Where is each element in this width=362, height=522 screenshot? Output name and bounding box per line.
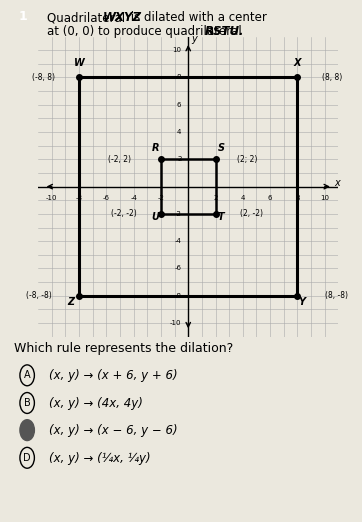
- Text: -10: -10: [46, 195, 58, 201]
- Text: Y: Y: [298, 296, 305, 307]
- Text: 2: 2: [213, 195, 218, 201]
- Text: Which rule represents the dilation?: Which rule represents the dilation?: [14, 342, 234, 355]
- Text: 4: 4: [177, 129, 181, 135]
- Text: D: D: [23, 453, 31, 463]
- Text: -8: -8: [76, 195, 83, 201]
- Text: 4: 4: [241, 195, 245, 201]
- Text: R: R: [152, 143, 159, 152]
- Text: W: W: [74, 58, 84, 68]
- Text: 1: 1: [18, 10, 27, 23]
- Text: 8: 8: [177, 75, 181, 80]
- Text: WXYZ: WXYZ: [103, 11, 142, 25]
- Text: x: x: [334, 177, 340, 187]
- Text: X: X: [294, 58, 301, 68]
- Text: B: B: [24, 398, 30, 408]
- Text: (2, -2): (2, -2): [240, 209, 263, 218]
- Text: 10: 10: [172, 47, 181, 53]
- Text: (8, 8): (8, 8): [322, 73, 342, 82]
- Text: 6: 6: [177, 102, 181, 108]
- Text: (-2, -2): (-2, -2): [111, 209, 136, 218]
- Text: T: T: [218, 212, 224, 222]
- Text: (8, -8): (8, -8): [325, 291, 348, 300]
- Text: (x, y) → (x − 6, y − 6): (x, y) → (x − 6, y − 6): [49, 424, 177, 437]
- Text: Quadrilateral: Quadrilateral: [47, 11, 129, 25]
- Text: -4: -4: [174, 238, 181, 244]
- Text: Z: Z: [67, 296, 75, 307]
- Text: 6: 6: [268, 195, 272, 201]
- Text: 2: 2: [177, 156, 181, 162]
- Text: y: y: [191, 34, 197, 44]
- Text: -6: -6: [174, 266, 181, 271]
- Text: 10: 10: [320, 195, 329, 201]
- Text: A: A: [24, 370, 30, 381]
- Text: -8: -8: [174, 293, 181, 299]
- Text: (-8, 8): (-8, 8): [31, 73, 55, 82]
- Text: (-8, -8): (-8, -8): [26, 291, 52, 300]
- Text: (x, y) → (4x, 4y): (x, y) → (4x, 4y): [49, 397, 143, 410]
- Text: U: U: [152, 212, 159, 222]
- Text: 8: 8: [295, 195, 300, 201]
- Text: at (0, 0) to produce quadrilateral: at (0, 0) to produce quadrilateral: [47, 25, 245, 38]
- Text: (x, y) → (x + 6, y + 6): (x, y) → (x + 6, y + 6): [49, 369, 177, 382]
- Text: (x, y) → (¼x, ¼y): (x, y) → (¼x, ¼y): [49, 452, 151, 465]
- Text: -6: -6: [103, 195, 110, 201]
- Text: S: S: [218, 143, 224, 152]
- Text: -10: -10: [170, 320, 181, 326]
- Text: is dilated with a center: is dilated with a center: [127, 11, 266, 25]
- Text: -2: -2: [174, 211, 181, 217]
- Text: (2; 2): (2; 2): [237, 155, 258, 164]
- Text: -4: -4: [130, 195, 137, 201]
- Text: -2: -2: [157, 195, 164, 201]
- Text: (-2, 2): (-2, 2): [108, 155, 131, 164]
- Text: RSTU.: RSTU.: [205, 25, 244, 38]
